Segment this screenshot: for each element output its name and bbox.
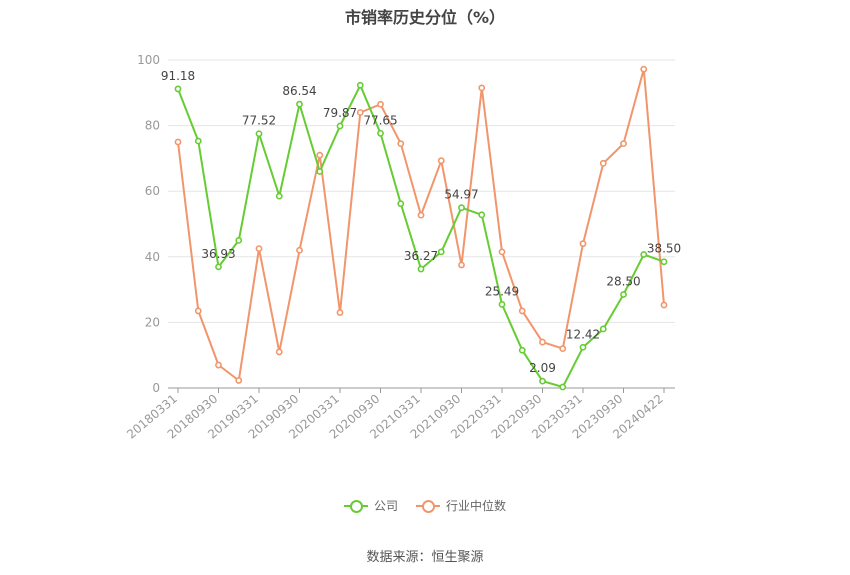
- data-point-industry: [255, 245, 263, 252]
- legend-item-industry[interactable]: 行业中位数: [416, 497, 506, 514]
- legend-swatch-company: [343, 499, 368, 513]
- legend-label-company: 公司: [373, 499, 398, 513]
- data-point-industry: [478, 84, 486, 92]
- data-point-company: [356, 81, 364, 89]
- data-point-industry: [599, 159, 607, 167]
- data-label: 86.54: [282, 84, 316, 98]
- data-point-company: [437, 248, 445, 256]
- data-point-industry: [539, 338, 546, 346]
- data-point-company: [518, 346, 526, 354]
- data-point-industry: [215, 361, 222, 369]
- data-label: 2.09: [529, 361, 556, 375]
- data-point-company: [336, 122, 344, 130]
- data-point-industry: [377, 100, 384, 108]
- legend-swatch-industry: [416, 499, 440, 513]
- data-point-industry: [458, 261, 465, 269]
- data-point-industry: [296, 246, 303, 254]
- data-point-company: [478, 211, 486, 219]
- data-point-industry: [235, 377, 243, 384]
- legend: 公司 行业中位数: [0, 497, 850, 514]
- data-point-company: [559, 383, 567, 391]
- data-point-company: [640, 251, 648, 258]
- y-tick-label: 60: [145, 184, 160, 198]
- data-point-industry: [620, 140, 627, 148]
- data-point-industry: [579, 240, 587, 248]
- data-point-company: [539, 377, 546, 385]
- data-point-industry: [559, 345, 567, 353]
- data-label: 38.50: [647, 242, 681, 256]
- data-point-company: [397, 200, 405, 208]
- data-label: 54.97: [444, 188, 478, 202]
- data-label: 12.42: [566, 327, 600, 341]
- data-point-company: [579, 343, 587, 351]
- data-point-company: [620, 291, 627, 298]
- data-label: 36.27: [404, 249, 438, 263]
- y-tick-label: 0: [152, 381, 160, 395]
- data-point-company: [417, 265, 425, 273]
- data-point-company: [498, 300, 506, 308]
- data-point-company: [194, 137, 202, 145]
- data-point-company: [296, 100, 303, 108]
- y-tick-label: 20: [145, 315, 160, 329]
- data-point-company: [275, 192, 283, 200]
- data-point-company: [377, 129, 384, 137]
- data-point-industry: [174, 138, 182, 146]
- data-point-industry: [417, 211, 425, 219]
- data-label: 36.93: [201, 247, 235, 261]
- data-label: 25.49: [485, 284, 519, 298]
- data-label: 77.52: [242, 114, 276, 128]
- data-point-company: [255, 130, 263, 138]
- data-point-industry: [194, 307, 202, 315]
- data-point-industry: [640, 65, 648, 73]
- data-point-industry: [316, 151, 324, 159]
- y-tick-label: 40: [145, 250, 160, 264]
- data-point-industry: [275, 348, 283, 356]
- data-point-industry: [498, 248, 506, 256]
- data-point-company: [599, 325, 607, 333]
- data-point-industry: [518, 307, 526, 315]
- data-point-industry: [437, 157, 445, 165]
- data-label: 77.65: [363, 113, 397, 127]
- data-point-company: [174, 85, 182, 93]
- chart-title: 市销率历史分位（%）: [344, 8, 506, 27]
- legend-item-company[interactable]: 公司: [343, 497, 398, 514]
- data-point-company: [215, 263, 222, 271]
- data-point-company: [660, 258, 668, 266]
- series-line-company: [177, 84, 665, 388]
- data-point-industry: [397, 140, 405, 148]
- data-point-industry: [660, 301, 668, 309]
- data-point-company: [316, 168, 324, 175]
- y-tick-label: 100: [137, 53, 160, 67]
- source-note: 数据来源：恒生聚源: [366, 550, 484, 565]
- data-point-industry: [356, 109, 364, 116]
- data-point-industry: [336, 309, 344, 316]
- y-tick-label: 80: [145, 119, 160, 133]
- legend-label-industry: 行业中位数: [446, 499, 507, 513]
- data-point-company: [458, 204, 465, 212]
- data-point-company: [235, 236, 243, 244]
- data-label: 28.50: [606, 275, 640, 289]
- data-label: 79.87: [323, 106, 357, 120]
- data-label: 91.18: [161, 69, 195, 83]
